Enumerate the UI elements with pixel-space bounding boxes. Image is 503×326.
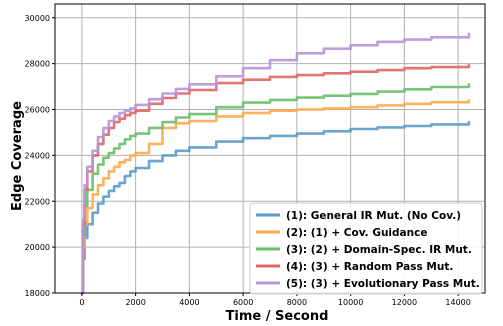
y-tick-label: 22000 [25, 197, 50, 206]
series-line-3 [80, 83, 471, 295]
x-axis-ticks: 0 2000 4000 6000 8000 10000 12000 14000 [79, 293, 471, 307]
x-axis-label: Time / Second [226, 309, 329, 324]
y-tick-label: 24000 [25, 151, 50, 160]
series-line-5 [80, 32, 471, 295]
x-tick-label: 0 [79, 298, 84, 307]
x-tick-label: 12000 [392, 298, 417, 307]
x-tick-label: 2000 [125, 298, 145, 307]
legend-label-3: (3): (2) + Domain-Spec. IR Mut. [286, 244, 472, 256]
y-tick-label: 26000 [25, 106, 50, 115]
legend-label-1: (1): General IR Mut. (No Cov.) [286, 210, 461, 222]
legend-label-2: (2): (1) + Cov. Guidance [286, 227, 427, 239]
y-tick-label: 30000 [25, 14, 50, 23]
x-tick-label: 14000 [445, 298, 470, 307]
series-line-1 [80, 120, 471, 295]
x-tick-label: 6000 [233, 298, 253, 307]
legend-box [249, 202, 483, 295]
y-axis-label: Edge Coverage [10, 101, 25, 211]
y-axis-ticks: 18000 20000 22000 24000 26000 28000 30000 [25, 14, 55, 298]
x-tick-label: 4000 [179, 298, 199, 307]
x-tick-label: 8000 [287, 298, 307, 307]
y-tick-label: 20000 [25, 243, 50, 252]
series-line-2 [80, 99, 471, 295]
x-tick-label: 10000 [338, 298, 363, 307]
legend: (1): General IR Mut. (No Cov.) (2): (1) +… [249, 202, 483, 295]
legend-label-4: (4): (3) + Random Pass Mut. [286, 261, 453, 273]
legend-label-5: (5): (3) + Evolutionary Pass Mut. [286, 278, 480, 290]
series-lines [80, 32, 471, 295]
y-tick-label: 28000 [25, 60, 50, 69]
y-tick-label: 18000 [25, 289, 50, 298]
